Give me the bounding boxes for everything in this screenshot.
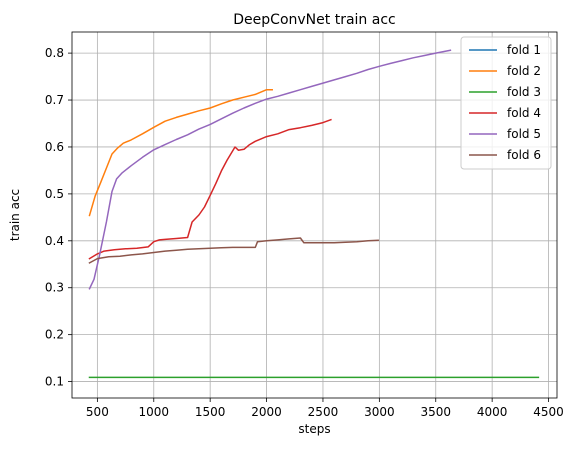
y-tick-label: 0.8 [45,46,64,60]
x-tick-label: 3500 [420,405,451,419]
legend-label-fold-5: fold 5 [507,127,541,141]
x-tick-label: 2500 [308,405,339,419]
grid-lines [72,32,557,398]
legend-label-fold-1: fold 1 [507,43,541,57]
y-tick-label: 0.7 [45,93,64,107]
x-tick-label: 500 [86,405,109,419]
legend-label-fold-4: fold 4 [507,106,541,120]
legend-box [460,36,552,170]
series-line-fold-2 [88,88,273,217]
x-axis-label: steps [298,422,330,436]
legend-label-fold-3: fold 3 [507,85,541,99]
x-tick-label: 4500 [533,405,564,419]
y-tick-label: 0.2 [45,328,64,342]
y-tick-label: 0.6 [45,140,64,154]
legend-label-fold-2: fold 2 [507,64,541,78]
series-lines [88,49,540,379]
y-tick-label: 0.5 [45,187,64,201]
y-tick-label: 0.4 [45,234,64,248]
x-tick-label: 1500 [195,405,226,419]
series-line-fold-6 [88,237,379,264]
legend-label-fold-6: fold 6 [507,148,541,162]
x-tick-label: 2000 [251,405,282,419]
series-line-fold-5 [88,49,452,290]
x-tick-label: 1000 [138,405,169,419]
y-axis-label: train acc [8,189,22,241]
y-axis-ticks: 0.1 0.2 0.3 0.4 0.5 0.6 0.7 0.8 [45,46,72,389]
chart-title: DeepConvNet train acc [233,12,395,28]
legend: fold 1 fold 2 fold 3 fold 4 fold 5 fold 6 [460,36,552,170]
x-axis-ticks: 500 1000 1500 2000 2500 3000 3500 4000 4500 [86,398,564,419]
plot-frame [71,31,558,399]
series-line-fold-4 [88,118,332,260]
x-tick-label: 4000 [477,405,508,419]
y-tick-label: 0.3 [45,281,64,295]
y-tick-label: 0.1 [45,375,64,389]
x-tick-label: 3000 [364,405,395,419]
